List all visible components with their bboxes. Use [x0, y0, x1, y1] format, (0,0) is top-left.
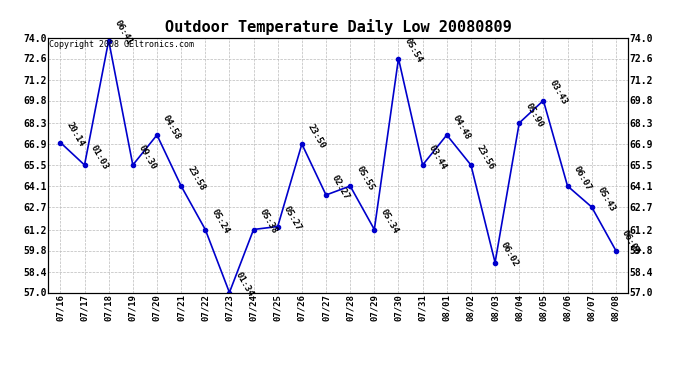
Text: 04:48: 04:48 [451, 113, 472, 141]
Text: 05:38: 05:38 [258, 208, 279, 236]
Text: 09:30: 09:30 [137, 143, 158, 171]
Text: 06:07: 06:07 [572, 164, 593, 192]
Text: 05:43: 05:43 [596, 185, 617, 213]
Text: 05:24: 05:24 [210, 208, 230, 236]
Text: 04:58: 04:58 [161, 113, 182, 141]
Text: Copyright 2008 GEltronics.com: Copyright 2008 GEltronics.com [50, 40, 195, 49]
Text: 23:50: 23:50 [306, 122, 327, 150]
Text: 01:03: 01:03 [89, 143, 110, 171]
Text: 02:27: 02:27 [331, 173, 351, 201]
Text: 20:14: 20:14 [65, 121, 86, 148]
Text: 05:54: 05:54 [403, 37, 424, 64]
Text: 06:41: 06:41 [113, 19, 134, 46]
Text: 06:02: 06:02 [500, 241, 520, 268]
Text: 05:27: 05:27 [282, 205, 303, 232]
Title: Outdoor Temperature Daily Low 20080809: Outdoor Temperature Daily Low 20080809 [165, 19, 511, 35]
Text: 23:56: 23:56 [475, 143, 496, 171]
Text: 03:44: 03:44 [427, 143, 448, 171]
Text: 05:90: 05:90 [524, 101, 544, 129]
Text: 03:43: 03:43 [548, 79, 569, 106]
Text: 06:06: 06:06 [620, 229, 641, 256]
Text: 01:34: 01:34 [234, 271, 255, 298]
Text: 23:58: 23:58 [186, 164, 206, 192]
Text: 05:55: 05:55 [355, 164, 375, 192]
Text: 05:34: 05:34 [379, 208, 400, 236]
